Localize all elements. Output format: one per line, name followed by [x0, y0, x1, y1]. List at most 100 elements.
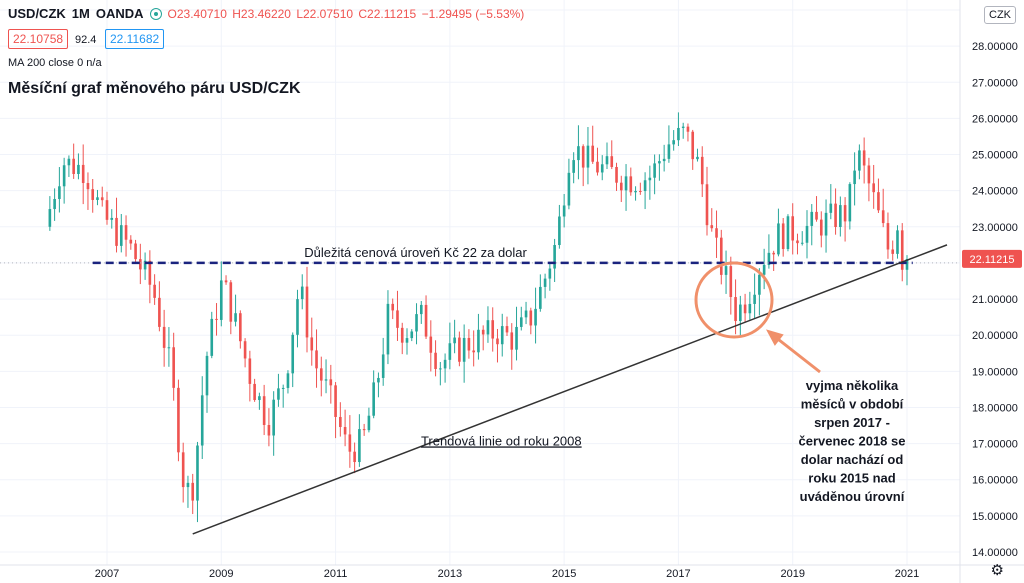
candle-body — [686, 126, 690, 132]
candle-body — [224, 280, 228, 283]
candle-body — [739, 304, 742, 322]
candle-body — [296, 299, 299, 335]
candle-body — [705, 184, 709, 226]
candle-body — [681, 126, 685, 128]
chart-title: Měsíční graf měnového páru USD/CZK — [8, 80, 301, 97]
candle-body — [567, 172, 571, 206]
candle-body — [396, 310, 399, 328]
candle-body — [629, 176, 633, 193]
candle-body — [448, 343, 452, 360]
candle-body — [805, 225, 809, 243]
settings-gear-icon[interactable]: ⚙ — [990, 562, 1004, 579]
candle-body — [258, 396, 261, 401]
ma-indicator-label[interactable]: MA 200 close 0 n/a — [8, 57, 102, 69]
candle-body — [81, 164, 85, 184]
candle-body — [481, 329, 485, 335]
candle-body — [677, 127, 680, 141]
time-tick-label: 2019 — [780, 568, 804, 580]
price-tick-label: 14.00000 — [972, 547, 1018, 559]
candle-body — [743, 304, 747, 314]
candle-body — [667, 144, 671, 159]
open-value: O23.40710 — [167, 6, 227, 21]
candle-body — [486, 320, 490, 335]
candle-body — [248, 358, 252, 384]
candle-body — [239, 313, 242, 342]
candle-body — [839, 205, 842, 227]
candle-body — [896, 230, 899, 254]
symbol-label[interactable]: USD/CZK — [8, 6, 66, 21]
candle-body — [581, 146, 585, 168]
candle-body — [96, 197, 99, 200]
interval-label[interactable]: 1M — [71, 6, 90, 21]
candle-body — [272, 399, 275, 436]
candle-body — [205, 355, 209, 396]
candle-body — [358, 429, 361, 463]
time-tick-label: 2011 — [324, 568, 348, 580]
candle-body — [281, 387, 285, 389]
trendline: Trendová linie od roku 2008 — [192, 244, 948, 535]
ohlc-values: O23.40710 H23.46220 L22.07510 C22.11215 … — [168, 7, 527, 21]
candle-body — [639, 191, 642, 193]
candle-body — [796, 240, 799, 244]
candles — [48, 112, 909, 523]
bid-price-button[interactable]: 22.10758 — [8, 29, 69, 49]
time-tick-label: 2013 — [438, 568, 462, 580]
candle-body — [658, 161, 661, 164]
candle-body — [586, 145, 590, 168]
candle-body — [110, 217, 114, 220]
candle-body — [824, 212, 828, 236]
candle-body — [591, 145, 595, 162]
candle-body — [381, 354, 385, 378]
high-value: H23.46220 — [232, 6, 291, 21]
candle-body — [262, 396, 266, 425]
annotation-line: vyjma několika — [806, 378, 899, 393]
candle-body — [734, 297, 737, 322]
candle-body — [48, 209, 52, 227]
candle-body — [172, 347, 175, 388]
support-level-label: Důležitá cenová úroveň Kč 22 za dolar — [304, 245, 527, 260]
price-tick-label: 15.00000 — [972, 511, 1018, 523]
candle-body — [648, 177, 652, 181]
candle-body — [834, 203, 837, 227]
candle-body — [596, 161, 599, 173]
annotation-line: měsíců v období — [801, 397, 904, 412]
candle-body — [134, 243, 137, 260]
candle-body — [405, 338, 409, 343]
candle-body — [553, 245, 556, 269]
price-tick-label: 26.00000 — [972, 113, 1018, 125]
candle-body — [867, 165, 871, 184]
candle-body — [362, 429, 366, 431]
price-tick-label: 23.00000 — [972, 222, 1018, 234]
candle-body — [153, 284, 156, 298]
candle-body — [696, 156, 699, 160]
currency-button[interactable]: CZK — [984, 6, 1016, 24]
candle-body — [877, 192, 880, 211]
candle-body — [548, 268, 552, 279]
candle-body — [505, 326, 509, 333]
candle-body — [786, 216, 790, 250]
price-tick-label: 19.00000 — [972, 366, 1018, 378]
candle-body — [819, 219, 823, 236]
candle-body — [105, 200, 109, 220]
price-tick-label: 21.00000 — [972, 294, 1018, 306]
candle-body — [653, 163, 656, 178]
time-tick-label: 2015 — [552, 568, 576, 580]
ask-price-button[interactable]: 22.11682 — [105, 29, 165, 49]
candle-body — [605, 156, 609, 165]
candle-body — [277, 388, 280, 400]
candle-body — [115, 217, 118, 246]
candle-body — [862, 150, 866, 166]
candle-body — [539, 286, 542, 309]
candle-body — [443, 359, 447, 369]
price-tick-label: 27.00000 — [972, 77, 1018, 89]
market-status-icon — [149, 7, 162, 20]
candle-body — [400, 327, 404, 343]
candle-body — [467, 337, 471, 351]
candle-body — [72, 158, 75, 174]
close-value: C22.11215 — [358, 6, 417, 21]
price-tick-label: 17.00000 — [972, 439, 1018, 451]
candle-body — [562, 205, 566, 217]
annotation-line: roku 2015 nad — [808, 471, 895, 486]
